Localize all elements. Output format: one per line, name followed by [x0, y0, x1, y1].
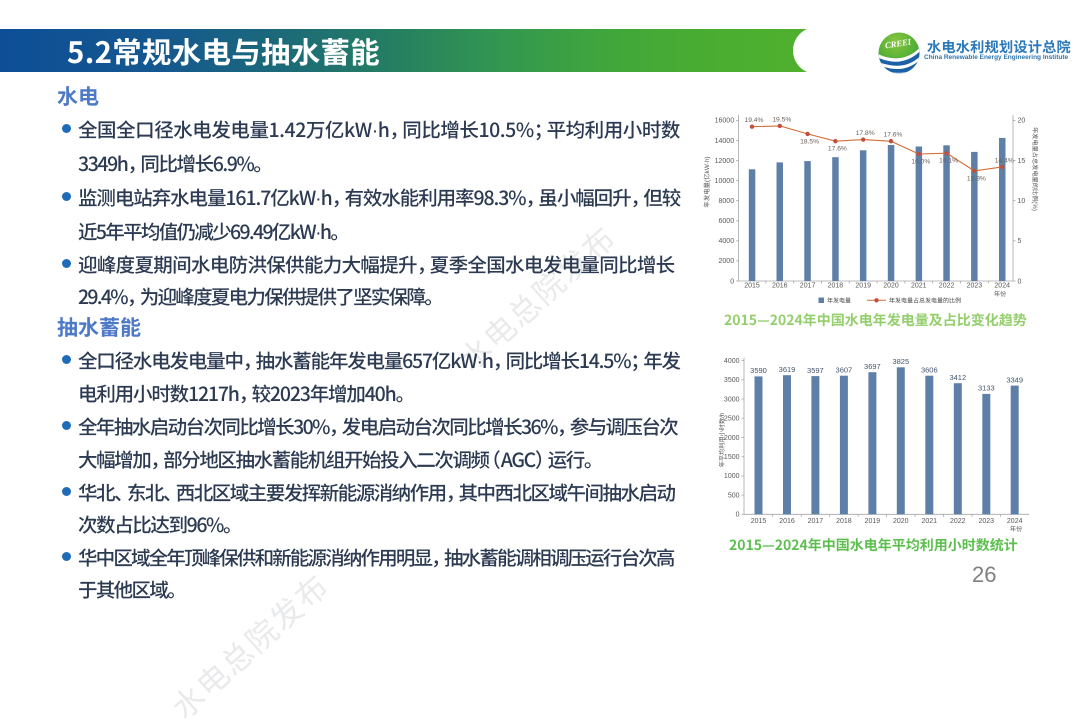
svg-text:2024: 2024: [1007, 518, 1023, 525]
svg-text:12000: 12000: [715, 158, 735, 165]
svg-text:年发电量占总发电量的比例(%): 年发电量占总发电量的比例(%): [1031, 127, 1039, 211]
svg-text:1000: 1000: [724, 473, 740, 480]
svg-text:2015: 2015: [751, 518, 767, 525]
svg-text:3697: 3697: [864, 362, 881, 371]
svg-text:17.6%: 17.6%: [828, 146, 847, 153]
svg-text:3000: 3000: [724, 396, 740, 403]
svg-text:2024: 2024: [994, 283, 1010, 290]
svg-text:年平均利用小时数/h: 年平均利用小时数/h: [718, 412, 726, 467]
svg-text:6000: 6000: [719, 218, 735, 225]
svg-text:2022: 2022: [939, 283, 955, 290]
svg-text:15: 15: [1018, 158, 1026, 165]
svg-text:500: 500: [728, 492, 740, 499]
svg-text:16000: 16000: [715, 118, 735, 125]
svg-text:3825: 3825: [892, 357, 909, 366]
svg-text:2020: 2020: [883, 283, 899, 290]
svg-text:0: 0: [730, 278, 734, 285]
svg-text:2021: 2021: [911, 283, 927, 290]
svg-text:14.4%: 14.4%: [995, 157, 1014, 164]
svg-text:3412: 3412: [949, 373, 966, 382]
svg-text:3606: 3606: [921, 366, 938, 375]
svg-text:2021: 2021: [922, 518, 938, 525]
svg-text:4000: 4000: [724, 358, 740, 365]
svg-text:3619: 3619: [779, 365, 796, 374]
svg-text:13.9%: 13.9%: [967, 175, 986, 182]
svg-text:2018: 2018: [828, 283, 844, 290]
svg-text:3597: 3597: [807, 366, 824, 375]
svg-text:2000: 2000: [724, 435, 740, 442]
svg-text:2016: 2016: [772, 283, 788, 290]
svg-text:10: 10: [1018, 198, 1026, 205]
svg-text:10000: 10000: [715, 178, 735, 185]
svg-text:3500: 3500: [724, 377, 740, 384]
svg-text:19.4%: 19.4%: [745, 117, 764, 124]
svg-text:3349: 3349: [1006, 375, 1023, 384]
svg-text:CREEI: CREEI: [884, 36, 912, 50]
svg-text:17.8%: 17.8%: [856, 130, 875, 137]
svg-text:5: 5: [1018, 238, 1022, 245]
svg-text:20: 20: [1018, 118, 1026, 125]
svg-text:2020: 2020: [893, 518, 909, 525]
svg-text:19.5%: 19.5%: [772, 116, 791, 123]
svg-text:3133: 3133: [978, 384, 995, 393]
svg-text:0: 0: [1018, 278, 1022, 285]
svg-text:18.5%: 18.5%: [800, 138, 819, 145]
svg-text:14000: 14000: [715, 138, 735, 145]
svg-text:1500: 1500: [724, 454, 740, 461]
svg-text:年份: 年份: [1010, 525, 1023, 533]
svg-text:2000: 2000: [719, 258, 735, 265]
svg-text:16.0%: 16.0%: [911, 159, 930, 166]
svg-text:年发电量占总发电量的比例: 年发电量占总发电量的比例: [889, 297, 961, 305]
svg-text:8000: 8000: [719, 198, 735, 205]
svg-text:2018: 2018: [836, 518, 852, 525]
svg-text:2015: 2015: [744, 283, 760, 290]
svg-text:2016: 2016: [779, 518, 795, 525]
svg-text:0: 0: [736, 512, 740, 519]
svg-text:2023: 2023: [979, 518, 995, 525]
svg-text:3607: 3607: [836, 366, 853, 375]
svg-text:17.6%: 17.6%: [884, 132, 903, 139]
svg-text:2023: 2023: [967, 283, 983, 290]
svg-text:2500: 2500: [724, 416, 740, 423]
svg-text:16.1%: 16.1%: [939, 158, 958, 165]
svg-text:年发电量(亿kW·h): 年发电量(亿kW·h): [703, 156, 711, 207]
svg-text:2019: 2019: [855, 283, 871, 290]
svg-text:2022: 2022: [950, 518, 966, 525]
svg-text:年发电量: 年发电量: [827, 297, 851, 305]
svg-text:2017: 2017: [808, 518, 824, 525]
svg-text:4000: 4000: [719, 238, 735, 245]
svg-text:2019: 2019: [865, 518, 881, 525]
svg-text:3590: 3590: [750, 366, 767, 375]
svg-text:2017: 2017: [800, 283, 816, 290]
svg-text:年份: 年份: [994, 290, 1007, 298]
